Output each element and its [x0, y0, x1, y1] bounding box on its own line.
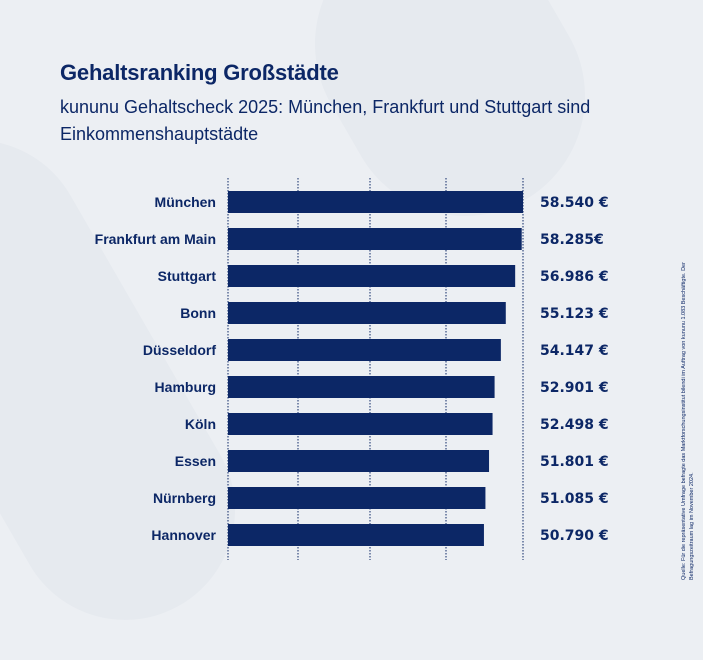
value-label: 51.085 € [540, 491, 609, 507]
chart-subtitle: kununu Gehaltscheck 2025: München, Frank… [60, 97, 591, 144]
bar-chart: München 58.540 € Frankfurt am Main 58.285€ S… [95, 178, 609, 560]
value-label: 55.123 € [540, 306, 609, 322]
value-label: 58.285€ [540, 232, 604, 248]
source-note: Quelle: Für die repräsentative Umfrage b… [681, 262, 695, 580]
category-label: Stuttgart [158, 268, 217, 284]
category-label: Essen [175, 453, 216, 469]
category-label: Frankfurt am Main [95, 231, 216, 247]
category-label: München [155, 194, 216, 210]
chart-title: Gehaltsranking Großstädte [60, 60, 339, 85]
bar [228, 524, 484, 546]
category-label: Hannover [151, 527, 216, 543]
value-label: 56.986 € [540, 269, 609, 285]
bar [228, 191, 523, 213]
category-label: Köln [185, 416, 216, 432]
value-label: 52.901 € [540, 380, 609, 396]
category-label: Bonn [180, 305, 216, 321]
bar [228, 228, 522, 250]
value-label: 51.801 € [540, 454, 609, 470]
value-label: 52.498 € [540, 417, 609, 433]
category-label: Hamburg [155, 379, 216, 395]
bar [228, 302, 506, 324]
bar [228, 413, 493, 435]
bar [228, 487, 486, 509]
bar [228, 450, 490, 472]
value-label: 50.790 € [540, 528, 609, 544]
bar [228, 339, 501, 361]
category-label: Nürnberg [153, 490, 216, 506]
bar [228, 265, 516, 287]
bar [228, 376, 495, 398]
category-label: Düsseldorf [143, 342, 216, 358]
value-label: 58.540 € [540, 195, 609, 211]
value-label: 54.147 € [540, 343, 609, 359]
